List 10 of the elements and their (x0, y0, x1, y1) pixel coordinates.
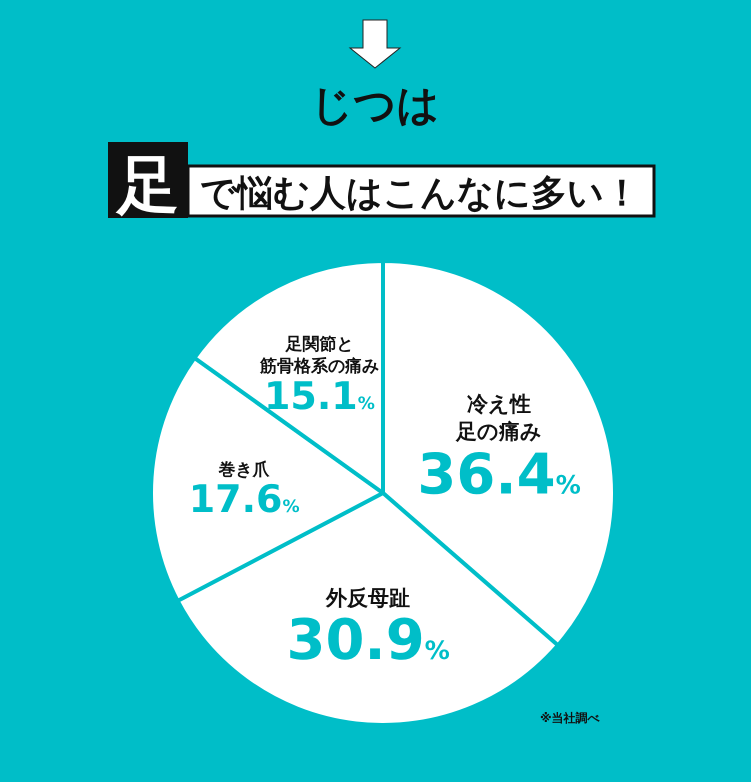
text: ※当社調べ (540, 711, 601, 725)
data-label: 15.1% (264, 374, 375, 418)
data-label: 36.4% (417, 442, 581, 508)
slice-label: 足関節と筋骨格系の痛み (258, 334, 379, 376)
chart-title: じつは (310, 80, 440, 129)
slice-label: 外反母趾 (325, 586, 410, 610)
chart-subtitle: 足で悩む人はこんなに多い！ (115, 148, 640, 221)
slice-label: 冷え性足の痛み (455, 392, 542, 444)
slice-label: 巻き爪 (218, 460, 271, 480)
data-label: 30.9% (286, 608, 450, 674)
